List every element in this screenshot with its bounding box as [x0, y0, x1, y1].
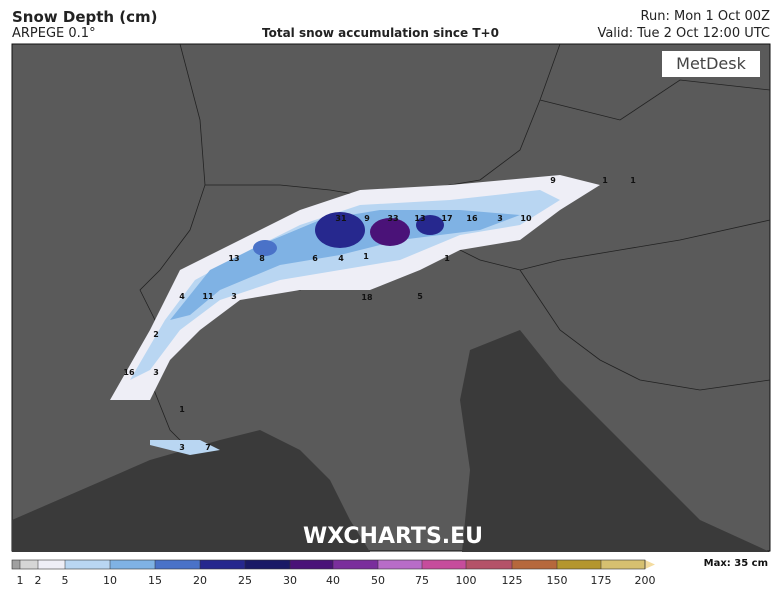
colorbar-segment: [245, 560, 290, 569]
legend-tick-label: 25: [238, 574, 252, 587]
snow-area: [110, 175, 600, 455]
subtitle: Total snow accumulation since T+0: [262, 26, 499, 40]
map-label: 1: [179, 405, 185, 414]
colorbar-segment: [110, 560, 155, 569]
valid: Valid: Tue 2 Oct 12:00 UTC: [597, 26, 770, 41]
colorbar-segment: [65, 560, 110, 569]
adriatic: [460, 330, 770, 552]
map-label: 7: [205, 443, 211, 452]
colorbar-segment: [200, 560, 245, 569]
map-label: 2: [153, 330, 159, 339]
legend-tick-label: 5: [62, 574, 69, 587]
map-label: 9: [364, 214, 370, 223]
map-label: 33: [387, 214, 398, 223]
legend-tick-label: 175: [591, 574, 612, 587]
legend-tick-label: 1: [17, 574, 24, 587]
map-label: 13: [228, 254, 239, 263]
map-label: 1: [444, 254, 450, 263]
map-label: 17: [441, 214, 452, 223]
colorbar-segment: [557, 560, 601, 569]
legend-tick-label: 50: [371, 574, 385, 587]
map-label: 1: [363, 252, 369, 261]
legend-tick-label: 150: [547, 574, 568, 587]
map-label: 3: [497, 214, 503, 223]
map-label: 9: [550, 176, 556, 185]
colorbar-segment: [466, 560, 512, 569]
map-label: 1: [630, 176, 636, 185]
map-label: 18: [361, 293, 373, 302]
map-label: 3: [179, 443, 185, 452]
map-label: 16: [466, 214, 478, 223]
legend-tick-label: 10: [103, 574, 117, 587]
map-label: 11: [202, 292, 214, 301]
colorbar-segment: [155, 560, 200, 569]
map-label: 1: [602, 176, 608, 185]
map-label: 6: [312, 254, 318, 263]
colorbar-arrow: [645, 560, 655, 569]
legend-tick-label: 20: [193, 574, 207, 587]
map-label: 13: [414, 214, 425, 223]
legend-tick-label: 200: [635, 574, 656, 587]
logo-box: [662, 51, 760, 77]
colorbar-segment: [20, 560, 38, 569]
map-label: 4: [338, 254, 344, 263]
map-label: 31: [335, 214, 347, 223]
legend-tick-label: 40: [326, 574, 340, 587]
legend-tick-label: 100: [456, 574, 477, 587]
legend-tick-label: 30: [283, 574, 297, 587]
map-label: 3: [231, 292, 237, 301]
map-label: 5: [417, 292, 423, 301]
colorbar-segment: [378, 560, 422, 569]
model: ARPEGE 0.1°: [12, 26, 96, 41]
legend-tick-label: 125: [502, 574, 523, 587]
map-label: 3: [153, 368, 159, 377]
legend-max: Max: 35 cm: [704, 558, 768, 569]
legend-tick-label: 75: [415, 574, 429, 587]
colorbar-segment: [601, 560, 645, 569]
colorbar-segment: [38, 560, 65, 569]
watermark: WXCHARTS.EU: [303, 524, 483, 549]
map-label: 16: [123, 368, 135, 377]
colorbar-lead: [12, 560, 20, 569]
legend-tick-label: 2: [35, 574, 42, 587]
colorbar-segment: [290, 560, 333, 569]
map-label: 8: [259, 254, 265, 263]
colorbar-segment: [422, 560, 466, 569]
title: Snow Depth (cm): [12, 8, 158, 26]
legend-tick-label: 15: [148, 574, 162, 587]
logo: MetDesk: [676, 54, 746, 73]
ligurian-sea: [12, 430, 370, 552]
map-label: 4: [179, 292, 185, 301]
run: Run: Mon 1 Oct 00Z: [640, 9, 770, 24]
map-label: 10: [520, 214, 532, 223]
colorbar-segment: [512, 560, 557, 569]
colorbar-segment: [333, 560, 378, 569]
colorbar: 1 2 5 10 15 20 25 30 40 50 75 100 125 150 175 200: [11, 559, 656, 587]
